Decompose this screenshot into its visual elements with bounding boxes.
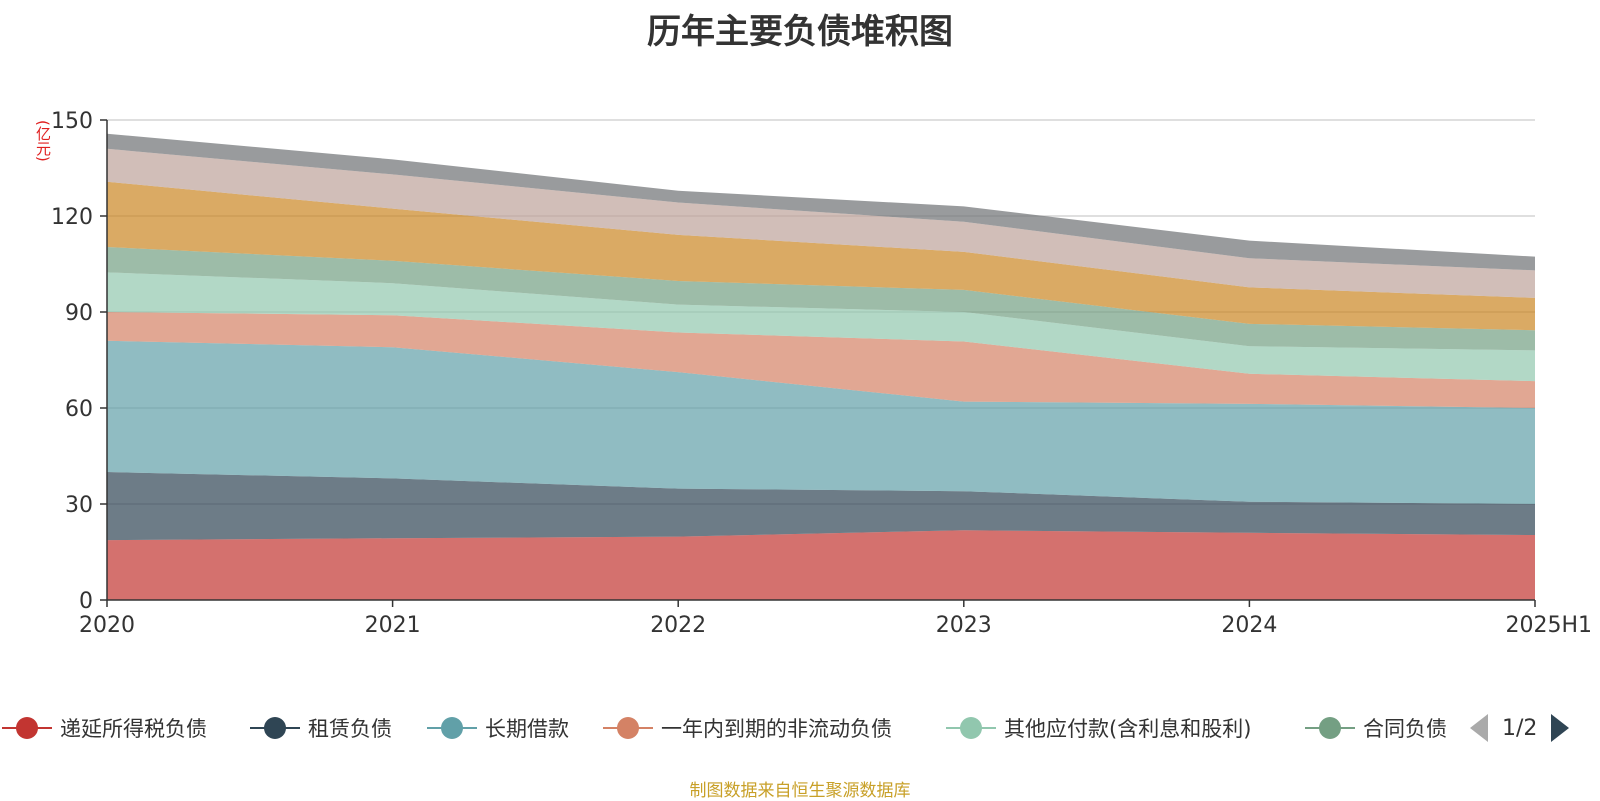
legend-marker-icon bbox=[1305, 710, 1355, 746]
area-series-7[interactable] bbox=[107, 181, 1535, 331]
y-tick-label: 90 bbox=[65, 301, 93, 326]
x-tick-label: 2021 bbox=[365, 613, 421, 638]
data-source-note: 制图数据来自恒生聚源数据库 bbox=[689, 781, 911, 801]
y-tick-labels: 0 30 60 90 120 150 bbox=[51, 109, 93, 614]
y-axis-unit: (亿元) bbox=[34, 120, 52, 162]
area-series bbox=[107, 133, 1535, 600]
legend-marker-icon bbox=[946, 710, 996, 746]
area-series-9[interactable] bbox=[107, 133, 1535, 271]
legend-label: 合同负债 bbox=[1363, 717, 1447, 741]
legend-label: 租赁负债 bbox=[308, 717, 392, 741]
area-series-2[interactable] bbox=[107, 472, 1535, 541]
legend-marker-icon bbox=[427, 710, 477, 746]
legend-item[interactable]: 递延所得税负债 bbox=[2, 710, 207, 746]
stacked-area-chart: 0 30 60 90 120 150 2020 2021 2022 2023 2024 2025H1 bbox=[51, 109, 1592, 638]
x-tick-labels: 2020 2021 2022 2023 2024 2025H1 bbox=[79, 613, 1592, 638]
legend-item[interactable]: 长期借款 bbox=[427, 710, 569, 746]
legend-marker-icon bbox=[603, 710, 653, 746]
legend-label: 长期借款 bbox=[485, 717, 569, 741]
legend-item[interactable]: 合同负债 bbox=[1305, 710, 1447, 746]
legend-item[interactable]: 租赁负债 bbox=[250, 710, 392, 746]
legend-item[interactable]: 一年内到期的非流动负债 bbox=[603, 710, 892, 746]
legend-label: 其他应付款(含利息和股利) bbox=[1004, 717, 1252, 741]
legend-pager: 1/2 bbox=[1470, 708, 1570, 748]
legend-prev-icon[interactable] bbox=[1470, 714, 1488, 742]
y-tick-label: 30 bbox=[65, 493, 93, 518]
x-tick-label: 2024 bbox=[1221, 613, 1277, 638]
y-tick-label: 60 bbox=[65, 397, 93, 422]
legend-next-icon[interactable] bbox=[1551, 714, 1570, 742]
legend: 递延所得税负债 租赁负债 长期借款 一年内到期的非流动负债 其他应付款(含利息和股利) 合… bbox=[0, 710, 1600, 746]
x-tick-label: 2023 bbox=[936, 613, 992, 638]
legend-page-indicator: 1/2 bbox=[1502, 715, 1538, 741]
x-tick-label: 2020 bbox=[79, 613, 135, 638]
area-series-4[interactable] bbox=[107, 312, 1535, 408]
legend-label: 递延所得税负债 bbox=[60, 717, 207, 741]
area-series-5[interactable] bbox=[107, 272, 1535, 382]
area-series-3[interactable] bbox=[107, 340, 1535, 504]
area-series-6[interactable] bbox=[107, 247, 1535, 351]
area-series-8[interactable] bbox=[107, 148, 1535, 298]
y-tick-label: 150 bbox=[51, 109, 93, 134]
chart-title: 历年主要负债堆积图 bbox=[647, 12, 953, 52]
legend-item[interactable]: 其他应付款(含利息和股利) bbox=[946, 710, 1251, 746]
legend-marker-icon bbox=[250, 710, 300, 746]
axes bbox=[100, 119, 1536, 607]
y-tick-label: 0 bbox=[79, 589, 93, 614]
area-series-1[interactable] bbox=[107, 530, 1535, 600]
x-tick-label: 2025H1 bbox=[1505, 613, 1592, 638]
legend-marker-icon bbox=[2, 710, 52, 746]
legend-label: 一年内到期的非流动负债 bbox=[661, 717, 892, 741]
y-tick-label: 120 bbox=[51, 205, 93, 230]
x-tick-label: 2022 bbox=[650, 613, 706, 638]
